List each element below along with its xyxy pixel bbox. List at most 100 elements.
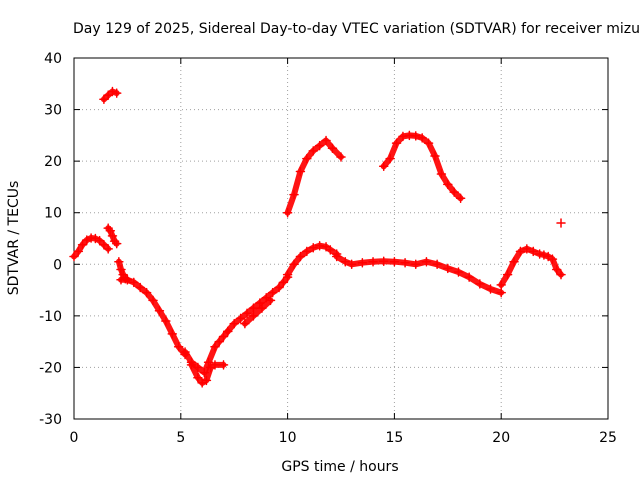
data-point xyxy=(325,245,336,255)
data-point xyxy=(398,131,408,142)
x-tick-label: 0 xyxy=(70,430,79,446)
data-point xyxy=(389,256,400,267)
data-point xyxy=(278,277,289,288)
data-point xyxy=(357,257,368,268)
data-point xyxy=(423,138,434,148)
data-point xyxy=(111,238,122,249)
data-point xyxy=(453,267,464,277)
x-tick-label: 5 xyxy=(176,430,185,446)
series-band xyxy=(118,276,189,358)
y-tick-label: -10 xyxy=(39,309,62,325)
data-point xyxy=(148,295,158,306)
data-point xyxy=(331,251,342,262)
x-tick-label: 15 xyxy=(385,430,403,446)
data-point xyxy=(248,303,259,313)
series-arc-14 xyxy=(378,130,466,204)
data-point xyxy=(99,94,109,105)
data-point xyxy=(302,153,312,164)
data-point xyxy=(551,264,562,275)
data-point xyxy=(509,256,519,267)
data-point xyxy=(114,256,124,267)
data-point xyxy=(235,313,246,324)
data-point xyxy=(302,246,312,257)
data-point xyxy=(94,235,105,246)
data-point xyxy=(240,318,250,329)
grid xyxy=(74,58,608,419)
data-point xyxy=(378,256,389,266)
data-point xyxy=(255,298,265,308)
data-point xyxy=(274,282,284,293)
data-point xyxy=(496,287,506,298)
data-point xyxy=(141,287,152,298)
data-point xyxy=(122,275,133,285)
data-point xyxy=(421,256,432,267)
data-point xyxy=(556,269,566,280)
series-arc-1 xyxy=(69,233,113,262)
data-point xyxy=(368,256,378,267)
series-band xyxy=(380,132,464,202)
data-point xyxy=(105,226,116,236)
axes: 0 5 10 15 20 25 -30 -20 -10 0 10 20 30 40 xyxy=(39,51,617,446)
data-point xyxy=(308,243,318,253)
x-tick-label: 10 xyxy=(279,430,297,446)
data-point xyxy=(154,305,165,316)
data-point xyxy=(547,254,558,264)
data-point xyxy=(411,131,421,141)
data-point xyxy=(295,251,306,262)
data-point xyxy=(265,295,276,306)
series-arc-2 xyxy=(103,223,122,249)
data-point xyxy=(515,246,526,257)
data-point xyxy=(464,272,474,282)
data-point xyxy=(111,88,122,98)
data-point xyxy=(214,336,224,347)
series-arc-4 xyxy=(116,275,190,360)
data-point xyxy=(248,311,259,321)
series-arc-7 xyxy=(223,272,293,337)
data-point xyxy=(173,342,184,352)
data-point xyxy=(385,153,395,164)
data-point xyxy=(103,244,113,254)
data-point xyxy=(210,342,220,352)
data-point xyxy=(201,375,212,386)
data-point xyxy=(378,161,389,172)
data-point xyxy=(336,152,346,162)
data-point xyxy=(455,193,466,204)
data-point xyxy=(218,331,229,342)
data-point xyxy=(203,357,214,368)
series-band xyxy=(100,88,120,103)
data-point xyxy=(218,360,229,370)
data-point xyxy=(129,277,139,288)
data-point xyxy=(556,218,566,228)
y-tick-label: 10 xyxy=(44,206,62,222)
chart-title: Day 129 of 2025, Sidereal Day-to-day VTE… xyxy=(73,21,640,37)
data-point xyxy=(103,90,113,100)
data-point xyxy=(295,166,306,177)
data-point xyxy=(475,279,485,289)
data-point xyxy=(107,231,118,241)
data-point xyxy=(308,146,318,156)
data-point xyxy=(223,326,233,337)
data-point xyxy=(73,246,84,257)
data-series xyxy=(69,86,566,388)
data-point xyxy=(430,151,440,161)
series-arc-6 xyxy=(186,360,229,388)
data-point xyxy=(528,246,538,257)
data-point xyxy=(321,135,331,146)
y-tick-label: 30 xyxy=(44,103,62,119)
data-point xyxy=(282,269,293,280)
x-tick-label: 20 xyxy=(492,430,510,446)
y-tick-label: 40 xyxy=(44,51,62,67)
data-point xyxy=(186,360,197,370)
data-point xyxy=(391,138,402,148)
data-point xyxy=(116,264,126,275)
data-point xyxy=(161,316,171,326)
data-point xyxy=(69,251,79,262)
data-point xyxy=(449,187,459,197)
data-point xyxy=(432,259,442,270)
data-point xyxy=(289,259,299,270)
data-point xyxy=(257,303,267,313)
data-point xyxy=(107,86,118,97)
series-arc-8 xyxy=(240,295,276,329)
data-point xyxy=(327,143,338,153)
plot-frame xyxy=(73,57,609,420)
